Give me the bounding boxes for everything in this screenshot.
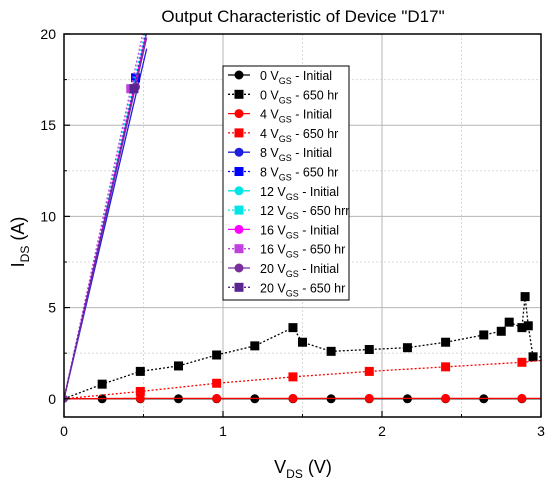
legend-marker xyxy=(235,264,243,272)
legend-label-sub: GS xyxy=(286,269,299,279)
x-tick-label: 1 xyxy=(219,423,227,439)
legend-marker xyxy=(235,129,243,137)
legend-marker xyxy=(235,90,243,98)
series-point xyxy=(213,351,221,359)
legend-label-sub: GS xyxy=(279,95,292,105)
series-point xyxy=(136,387,144,395)
series-point xyxy=(521,293,529,301)
x-axis-label-main: V xyxy=(274,457,286,477)
legend-label-value: 4 V xyxy=(260,108,279,122)
series-point xyxy=(442,394,450,402)
series-point xyxy=(327,347,335,355)
series-point xyxy=(136,367,144,375)
series-point xyxy=(518,358,526,366)
series-point xyxy=(251,342,259,350)
x-tick-label: 0 xyxy=(60,423,68,439)
legend-marker xyxy=(235,168,243,176)
x-axis-label: VDS (V) xyxy=(274,457,332,481)
series-point xyxy=(174,362,182,370)
legend-marker xyxy=(235,148,243,156)
series-point xyxy=(289,324,297,332)
legend-marker xyxy=(235,283,243,291)
legend-label-suffix: - Initial xyxy=(299,185,339,199)
legend-marker xyxy=(235,187,243,195)
legend-label-sub: GS xyxy=(286,250,299,260)
legend-label-suffix: - Initial xyxy=(299,262,339,276)
legend-label-suffix: - 650 hr xyxy=(292,127,339,141)
series-point xyxy=(480,331,488,339)
y-axis-label-unit: (A) xyxy=(8,217,28,246)
legend-label-value: 8 V xyxy=(260,166,279,180)
series-point xyxy=(213,379,221,387)
legend-label-value: 12 V xyxy=(260,185,286,199)
legend-label-suffix: - 650 hr xyxy=(299,243,346,257)
legend-marker xyxy=(235,110,243,118)
svg-text:IDS (A): IDS (A) xyxy=(8,217,32,268)
series-point xyxy=(518,394,526,402)
legend-label-sub: GS xyxy=(279,115,292,125)
legend-marker xyxy=(235,206,243,214)
legend-label-sub: GS xyxy=(286,192,299,202)
legend-label-suffix: - Initial xyxy=(292,108,332,122)
series-point xyxy=(130,85,138,93)
series-point xyxy=(365,346,373,354)
series-point xyxy=(365,367,373,375)
x-axis-label-unit: (V) xyxy=(303,457,332,477)
legend-label-suffix: - 650 hr xyxy=(292,166,339,180)
series-point xyxy=(524,322,532,330)
y-tick-label: 0 xyxy=(48,391,56,407)
legend-label-value: 12 V xyxy=(260,204,286,218)
series-point xyxy=(289,373,297,381)
series-point xyxy=(497,327,505,335)
series-point xyxy=(529,353,537,361)
series-point xyxy=(403,344,411,352)
legend-label-value: 16 V xyxy=(260,223,286,237)
legend-label-suffix: - 650 hrr xyxy=(299,204,350,218)
series-point xyxy=(299,338,307,346)
legend-label-value: 20 V xyxy=(260,262,286,276)
legend-label-sub: GS xyxy=(286,211,299,221)
series-point xyxy=(213,394,221,402)
series-point xyxy=(98,380,106,388)
y-tick-label: 20 xyxy=(40,26,56,42)
series-point xyxy=(505,318,513,326)
x-tick-label: 3 xyxy=(537,423,545,439)
chart-title: Output Characteristic of Device "D17" xyxy=(161,7,444,26)
legend-label-suffix: - 650 hr xyxy=(299,281,346,295)
legend-label-value: 0 V xyxy=(260,88,279,102)
legend-marker xyxy=(235,225,243,233)
y-tick-label: 10 xyxy=(40,208,56,224)
legend-label-suffix: - 650 hr xyxy=(292,88,339,102)
y-axis-label: IDS (A) xyxy=(8,217,32,268)
legend-marker xyxy=(235,245,243,253)
legend-label-suffix: - Initial xyxy=(292,69,332,83)
legend-label-sub: GS xyxy=(279,134,292,144)
legend-label-value: 0 V xyxy=(260,69,279,83)
legend-marker xyxy=(235,71,243,79)
legend-label-suffix: - Initial xyxy=(292,146,332,160)
series-point xyxy=(442,363,450,371)
y-axis-label-sub: DS xyxy=(18,246,32,263)
legend-label-sub: GS xyxy=(279,76,292,86)
legend-label-value: 8 V xyxy=(260,146,279,160)
x-tick-label: 2 xyxy=(378,423,386,439)
legend-label-value: 20 V xyxy=(260,281,286,295)
legend-label-sub: GS xyxy=(286,230,299,240)
series-point xyxy=(365,394,373,402)
legend-label-sub: GS xyxy=(279,173,292,183)
y-tick-label: 5 xyxy=(48,300,56,316)
y-tick-label: 15 xyxy=(40,117,56,133)
x-axis-label-sub: DS xyxy=(286,467,303,481)
legend-label-suffix: - Initial xyxy=(299,223,339,237)
legend-label-value: 16 V xyxy=(260,243,286,257)
legend-label-value: 4 V xyxy=(260,127,279,141)
series-point xyxy=(442,338,450,346)
legend-label-sub: GS xyxy=(279,153,292,163)
series-point xyxy=(289,394,297,402)
legend-label-sub: GS xyxy=(286,288,299,298)
